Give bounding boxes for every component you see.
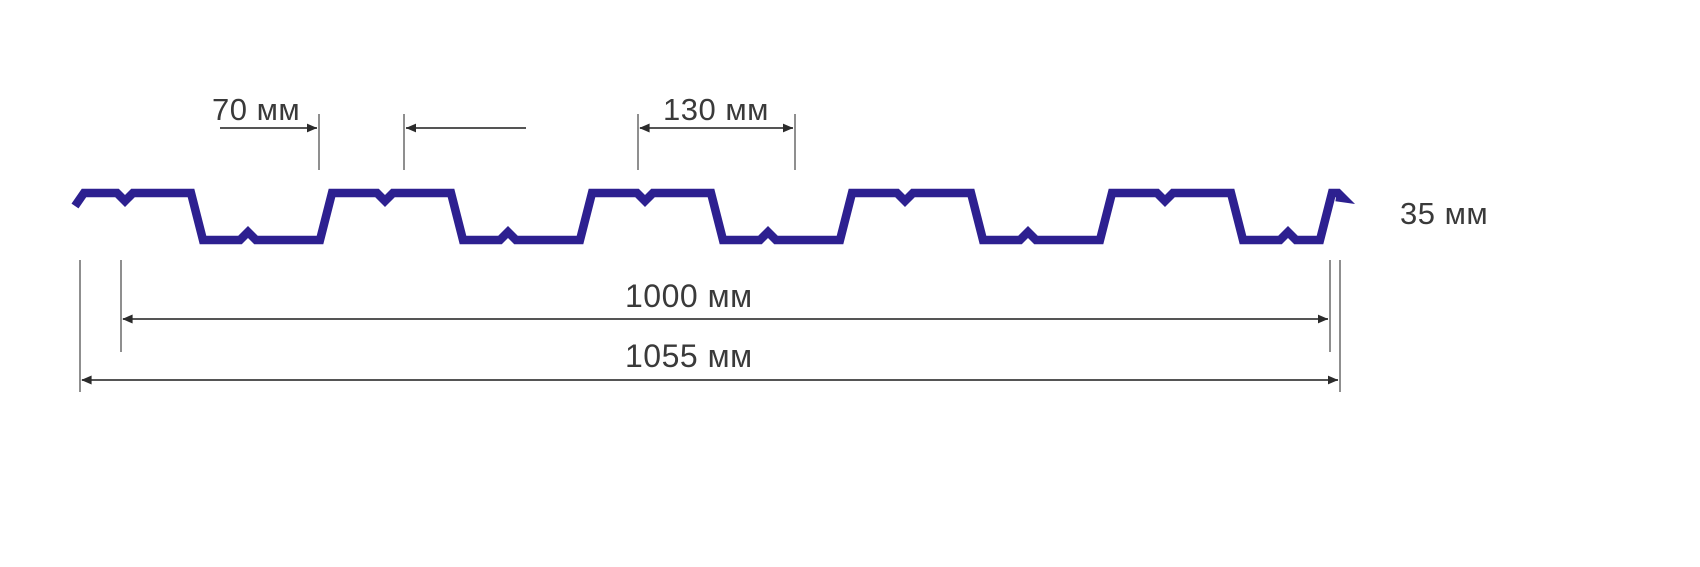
profile-outline [71,188,1356,245]
dimension-label-total-width: 1055 мм [625,338,753,374]
dimension-label-useful-width: 1000 мм [625,278,753,314]
profile-cross-section-detailed [0,170,1700,260]
dimension-label-crest-width: 70 мм [212,92,301,127]
dimension-label-valley-width: 130 мм [663,92,769,127]
dimension-label-profile-height: 35 мм [1400,196,1489,231]
